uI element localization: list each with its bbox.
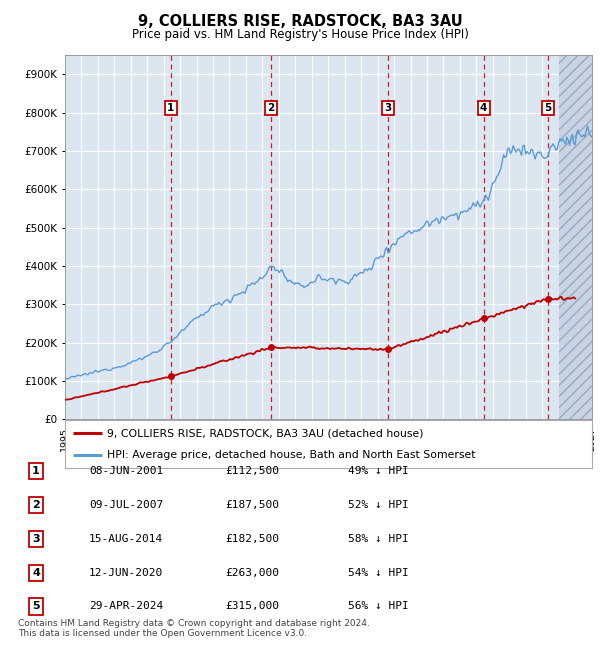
Text: 52% ↓ HPI: 52% ↓ HPI — [347, 500, 409, 510]
Text: 2: 2 — [267, 103, 275, 113]
Text: £315,000: £315,000 — [225, 601, 279, 612]
Text: 1: 1 — [32, 466, 40, 476]
Text: £112,500: £112,500 — [225, 466, 279, 476]
Text: 9, COLLIERS RISE, RADSTOCK, BA3 3AU: 9, COLLIERS RISE, RADSTOCK, BA3 3AU — [137, 14, 463, 29]
Text: 9, COLLIERS RISE, RADSTOCK, BA3 3AU (detached house): 9, COLLIERS RISE, RADSTOCK, BA3 3AU (det… — [107, 428, 424, 439]
Text: 4: 4 — [480, 103, 487, 113]
Text: 5: 5 — [544, 103, 551, 113]
Text: 4: 4 — [32, 567, 40, 578]
Text: £263,000: £263,000 — [225, 567, 279, 578]
Text: £182,500: £182,500 — [225, 534, 279, 544]
Text: HPI: Average price, detached house, Bath and North East Somerset: HPI: Average price, detached house, Bath… — [107, 450, 475, 460]
Text: 2: 2 — [32, 500, 40, 510]
Text: 1: 1 — [167, 103, 175, 113]
Text: 3: 3 — [384, 103, 391, 113]
Text: 15-AUG-2014: 15-AUG-2014 — [89, 534, 163, 544]
Bar — [559, 55, 592, 419]
Text: 5: 5 — [32, 601, 40, 612]
Text: Price paid vs. HM Land Registry's House Price Index (HPI): Price paid vs. HM Land Registry's House … — [131, 28, 469, 41]
Text: 29-APR-2024: 29-APR-2024 — [89, 601, 163, 612]
Text: 08-JUN-2001: 08-JUN-2001 — [89, 466, 163, 476]
Text: Contains HM Land Registry data © Crown copyright and database right 2024.
This d: Contains HM Land Registry data © Crown c… — [18, 619, 370, 638]
Text: 54% ↓ HPI: 54% ↓ HPI — [347, 567, 409, 578]
Text: 3: 3 — [32, 534, 40, 544]
Text: 56% ↓ HPI: 56% ↓ HPI — [347, 601, 409, 612]
Text: 58% ↓ HPI: 58% ↓ HPI — [347, 534, 409, 544]
Text: 12-JUN-2020: 12-JUN-2020 — [89, 567, 163, 578]
Text: 09-JUL-2007: 09-JUL-2007 — [89, 500, 163, 510]
Text: 49% ↓ HPI: 49% ↓ HPI — [347, 466, 409, 476]
Text: £187,500: £187,500 — [225, 500, 279, 510]
